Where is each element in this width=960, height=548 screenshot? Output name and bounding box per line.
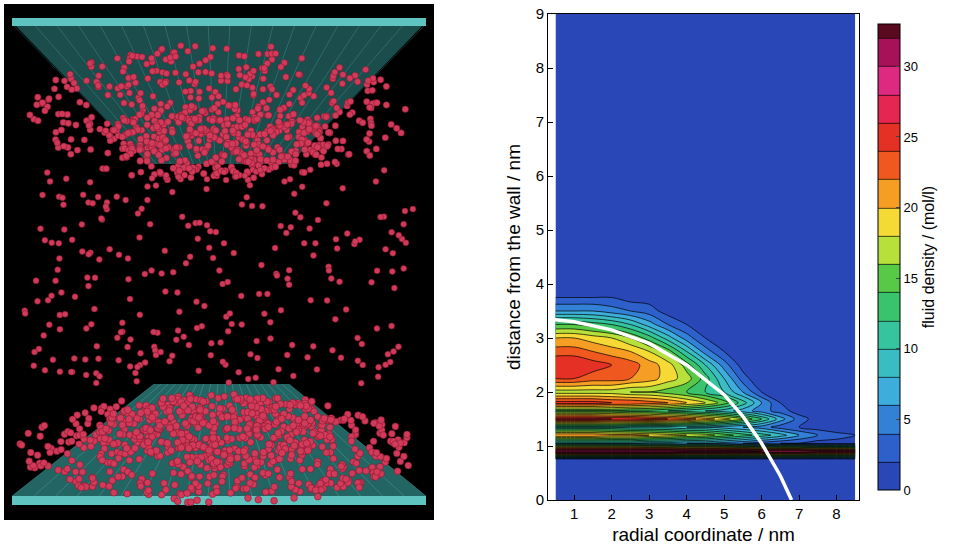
- svg-text:2: 2: [536, 383, 544, 400]
- svg-text:1: 1: [570, 505, 578, 522]
- svg-text:10: 10: [904, 341, 918, 356]
- svg-text:15: 15: [904, 271, 918, 286]
- svg-text:5: 5: [536, 221, 544, 238]
- svg-text:0: 0: [536, 491, 544, 508]
- svg-text:5: 5: [904, 412, 911, 427]
- svg-text:4: 4: [682, 505, 690, 522]
- svg-text:1: 1: [536, 437, 544, 454]
- svg-text:20: 20: [904, 200, 918, 215]
- svg-text:5: 5: [720, 505, 728, 522]
- svg-text:fluid density / (mol/l): fluid density / (mol/l): [920, 186, 937, 328]
- svg-text:25: 25: [904, 130, 918, 145]
- svg-text:7: 7: [795, 505, 803, 522]
- svg-text:2: 2: [608, 505, 616, 522]
- svg-text:8: 8: [832, 505, 840, 522]
- svg-text:30: 30: [904, 59, 918, 74]
- svg-text:9: 9: [536, 5, 544, 22]
- svg-text:8: 8: [536, 59, 544, 76]
- svg-text:3: 3: [645, 505, 653, 522]
- svg-text:0: 0: [904, 483, 911, 498]
- svg-text:distance from the wall / nm: distance from the wall / nm: [503, 144, 524, 370]
- svg-text:6: 6: [536, 167, 544, 184]
- svg-text:4: 4: [536, 275, 544, 292]
- svg-text:6: 6: [757, 505, 765, 522]
- svg-text:3: 3: [536, 329, 544, 346]
- svg-text:7: 7: [536, 113, 544, 130]
- svg-text:radial coordinate / nm: radial coordinate / nm: [612, 524, 795, 545]
